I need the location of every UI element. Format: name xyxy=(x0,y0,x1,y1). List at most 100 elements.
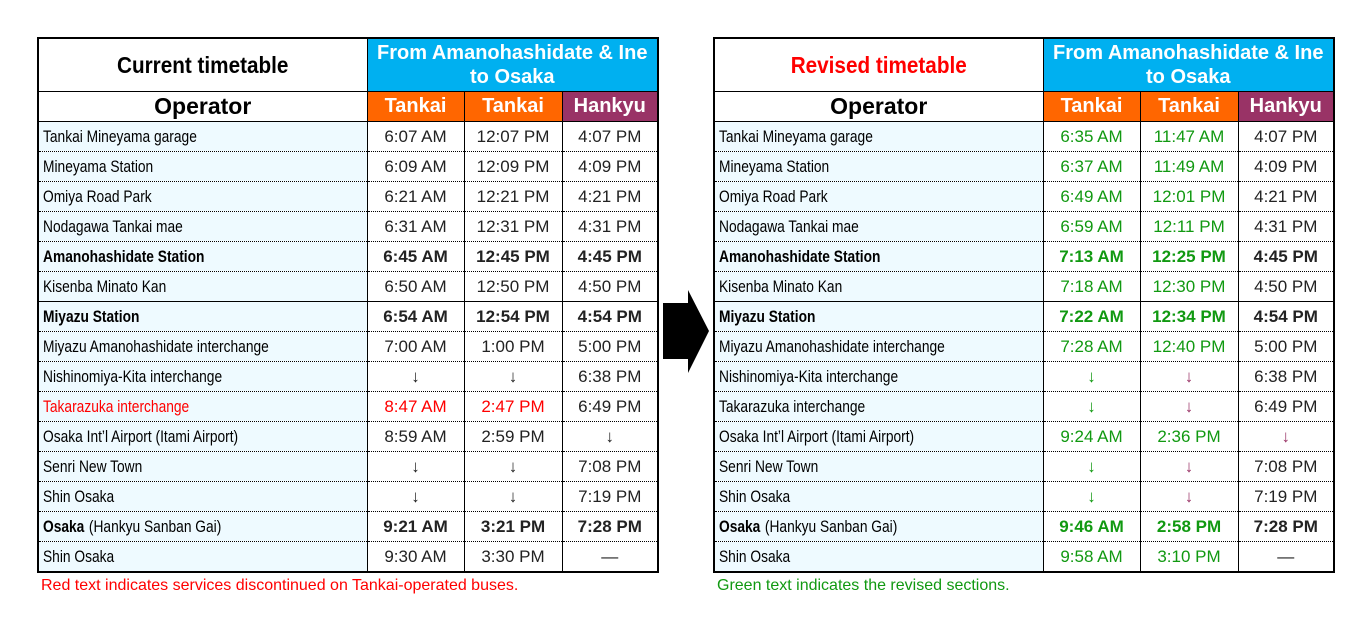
departure-time: 4:09 PM xyxy=(561,151,659,182)
stop-name: Mineyama Station xyxy=(37,151,368,182)
departure-time: 6:31 AM xyxy=(366,211,465,242)
departure-time: 4:50 PM xyxy=(1237,271,1335,302)
stop-name-text: Miyazu Station xyxy=(43,306,140,326)
departure-time: ↓ xyxy=(463,451,563,482)
stop-name: Amanohashidate Station xyxy=(37,241,368,272)
departure-time: 5:00 PM xyxy=(561,331,659,362)
departure-time: ↓ xyxy=(1042,481,1141,512)
departure-time: 7:28 AM xyxy=(1042,331,1141,362)
departure-time: 12:31 PM xyxy=(463,211,563,242)
stop-name-text: Miyazu Amanohashidate interchange xyxy=(719,336,945,356)
table-row: Omiya Road Park 6:49 AM 12:01 PM 4:21 PM xyxy=(713,181,1335,212)
departure-time: 12:34 PM xyxy=(1139,301,1239,332)
operator-label: Operator xyxy=(37,91,368,122)
departure-time: ↓ xyxy=(1042,451,1141,482)
stop-name: Nishinomiya-Kita interchange xyxy=(713,361,1044,392)
departure-time: 3:30 PM xyxy=(463,541,563,573)
departure-time: 7:08 PM xyxy=(561,451,659,482)
stop-name: Shin Osaka xyxy=(713,541,1044,573)
departure-time: 4:07 PM xyxy=(561,121,659,152)
departure-time: 12:45 PM xyxy=(463,241,563,272)
stop-name: Nodagawa Tankai mae xyxy=(713,211,1044,242)
stop-name: Shin Osaka xyxy=(37,541,368,573)
departure-time: 12:30 PM xyxy=(1139,271,1239,302)
stop-name: Kisenba Minato Kan xyxy=(37,271,368,302)
departure-time: 4:50 PM xyxy=(561,271,659,302)
departure-time: 4:21 PM xyxy=(561,181,659,212)
table-row: Osaka (Hankyu Sanban Gai) 9:46 AM 2:58 PM 7:… xyxy=(713,511,1335,542)
departure-time: 6:59 AM xyxy=(1042,211,1141,242)
footnote: Green text indicates the revised section… xyxy=(717,577,1010,594)
departure-time: 6:21 AM xyxy=(366,181,465,212)
stop-name-text: Nodagawa Tankai mae xyxy=(43,216,183,236)
stop-name: Takarazuka interchange xyxy=(37,391,368,422)
table-row: Shin Osaka ↓ ↓ 7:19 PM xyxy=(37,481,659,512)
table-row: Nodagawa Tankai mae 6:59 AM 12:11 PM 4:31 P… xyxy=(713,211,1335,242)
departure-time: ↓ xyxy=(1042,361,1141,392)
departure-time: 4:07 PM xyxy=(1237,121,1335,152)
departure-time: ↓ xyxy=(1139,391,1239,422)
table-row: Kisenba Minato Kan 7:18 AM 12:30 PM 4:50 PM xyxy=(713,271,1335,302)
departure-time: ↓ xyxy=(463,481,563,512)
departure-time: 9:58 AM xyxy=(1042,541,1141,573)
stop-name-text: Nishinomiya-Kita interchange xyxy=(719,366,899,386)
departure-time: 4:45 PM xyxy=(1237,241,1335,272)
stop-name: Mineyama Station xyxy=(713,151,1044,182)
stop-name: Miyazu Amanohashidate interchange xyxy=(713,331,1044,362)
departure-time: ↓ xyxy=(1042,391,1141,422)
stop-name-text: Nodagawa Tankai mae xyxy=(719,216,859,236)
stop-name-text: Amanohashidate Station xyxy=(719,246,881,266)
table-row: Shin Osaka ↓ ↓ 7:19 PM xyxy=(713,481,1335,512)
stop-name: Omiya Road Park xyxy=(713,181,1044,212)
stop-name-text: Tankai Mineyama garage xyxy=(719,126,873,146)
stop-name: Nodagawa Tankai mae xyxy=(37,211,368,242)
stop-name: Osaka (Hankyu Sanban Gai) xyxy=(713,511,1044,542)
table-row: Miyazu Station 6:54 AM 12:54 PM 4:54 PM xyxy=(37,301,659,332)
departure-time: 4:09 PM xyxy=(1237,151,1335,182)
stop-name-text: Nishinomiya-Kita interchange xyxy=(43,366,223,386)
departure-time: 9:21 AM xyxy=(366,511,465,542)
departure-time: ↓ xyxy=(1237,421,1335,452)
departure-time: 12:50 PM xyxy=(463,271,563,302)
stop-name-text: Tankai Mineyama garage xyxy=(43,126,197,146)
departure-time: 9:46 AM xyxy=(1042,511,1141,542)
table-row: Nodagawa Tankai mae 6:31 AM 12:31 PM 4:31 P… xyxy=(37,211,659,242)
departure-time: 4:45 PM xyxy=(561,241,659,272)
departure-time: 6:49 PM xyxy=(561,391,659,422)
departure-time: 12:25 PM xyxy=(1139,241,1239,272)
departure-time: 7:08 PM xyxy=(1237,451,1335,482)
departure-time: 8:59 AM xyxy=(366,421,465,452)
route-header: From Amanohashidate & Ine to Osaka xyxy=(1042,37,1335,92)
table-row: Takarazuka interchange 8:47 AM 2:47 PM 6:49… xyxy=(37,391,659,422)
departure-time: 2:36 PM xyxy=(1139,421,1239,452)
stop-name: Omiya Road Park xyxy=(37,181,368,212)
stop-name-text: Kisenba Minato Kan xyxy=(719,276,843,296)
operator-tankai: Tankai xyxy=(463,91,563,122)
operator-hankyu: Hankyu xyxy=(561,91,659,122)
table-row: Omiya Road Park 6:21 AM 12:21 PM 4:21 PM xyxy=(37,181,659,212)
table-row: Amanohashidate Station 6:45 AM 12:45 PM 4:4… xyxy=(37,241,659,272)
departure-time: 12:09 PM xyxy=(463,151,563,182)
table-row: Kisenba Minato Kan 6:50 AM 12:50 PM 4:50 PM xyxy=(37,271,659,302)
stop-name: Amanohashidate Station xyxy=(713,241,1044,272)
departure-time: 6:07 AM xyxy=(366,121,465,152)
departure-time: 7:18 AM xyxy=(1042,271,1141,302)
departure-time: — xyxy=(561,541,659,573)
route-header: From Amanohashidate & Ine to Osaka xyxy=(366,37,659,92)
departure-time: 6:45 AM xyxy=(366,241,465,272)
table-row: Osaka Int’l Airport (Itami Airport) 8:59 … xyxy=(37,421,659,452)
departure-time: 3:21 PM xyxy=(463,511,563,542)
departure-time: 3:10 PM xyxy=(1139,541,1239,573)
table-row: Nishinomiya-Kita interchange ↓ ↓ 6:38 PM xyxy=(713,361,1335,392)
departure-time: 12:21 PM xyxy=(463,181,563,212)
right-arrow-icon xyxy=(663,290,709,373)
departure-time: 12:54 PM xyxy=(463,301,563,332)
stop-name-text: Takarazuka interchange xyxy=(43,396,190,416)
stop-name-text: Senri New Town xyxy=(719,456,819,476)
departure-time: 7:28 PM xyxy=(1237,511,1335,542)
stop-name-text: Miyazu Station xyxy=(719,306,816,326)
stop-name-text: Osaka Int’l Airport (Itami Airport) xyxy=(719,426,915,446)
table-row: Miyazu Station 7:22 AM 12:34 PM 4:54 PM xyxy=(713,301,1335,332)
table-row: Osaka Int’l Airport (Itami Airport) 9:24 … xyxy=(713,421,1335,452)
departure-time: ↓ xyxy=(366,451,465,482)
